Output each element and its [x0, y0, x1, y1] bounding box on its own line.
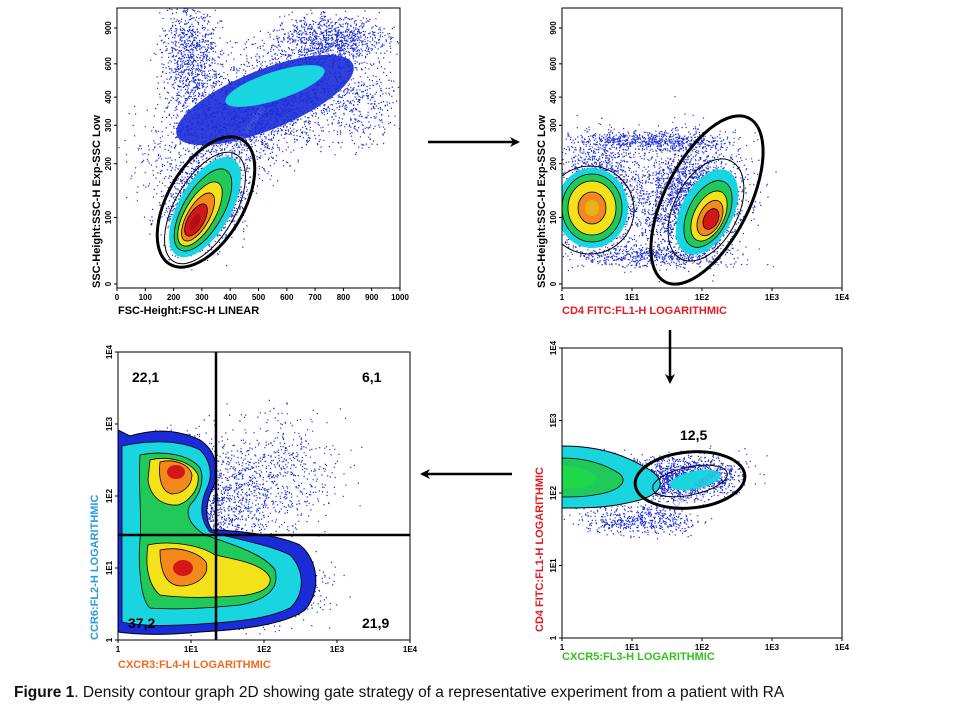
gate-lymphocytes — [155, 135, 257, 269]
y-tick-label: 100 — [549, 210, 558, 224]
x-tick-label: 1E4 — [835, 643, 850, 652]
y-tick-label: 1 — [549, 635, 558, 640]
scatter-dots-3 — [562, 445, 768, 540]
y-tick-label: 900 — [104, 21, 113, 35]
quadrant-lower-right-value: 21,9 — [362, 615, 389, 631]
y-tick-label: 100 — [104, 210, 113, 224]
y-tick-label: 900 — [549, 21, 558, 35]
x-tick-label: 1E1 — [625, 643, 640, 652]
x-ticks-3: 1 1E1 1E2 1E3 1E4 — [560, 638, 850, 652]
x-tick-label: 100 — [139, 293, 153, 302]
x-tick-label: 700 — [308, 293, 322, 302]
y-axis-label-2: SSC-Height:SSC-H Exp-SSC Low — [536, 115, 548, 288]
panel-cd4-ssc: Demo Version 1 1E1 1E2 1E3 1E4 0 100 200 300 400… — [536, 7, 850, 317]
x-tick-label: 1 — [560, 293, 565, 302]
x-tick-label: 1E2 — [257, 645, 272, 654]
panel-cxcr5-cd4: Demo Version 12,5 1 1E1 1E2 1E3 1E4 11E11E21… — [534, 340, 850, 663]
y-tick-label: 1E3 — [549, 413, 558, 428]
y-tick-label: 1E3 — [105, 416, 114, 431]
x-tick-label: 1E4 — [835, 293, 850, 302]
y-ticks-1: 0 100 200 300 400 600 900 — [104, 21, 117, 286]
y-tick-label: 1E2 — [105, 488, 114, 503]
density-plot-4 — [118, 399, 363, 638]
x-tick-label: 1E3 — [765, 293, 780, 302]
y-tick-label: 200 — [104, 156, 113, 170]
quadrant-lower-left-value: 37,2 — [128, 615, 155, 631]
panel-fsc-ssc: Demo Version 0 100 200 300 400 500 600 700 800 90… — [91, 7, 409, 317]
gate-percentage-cxcr5: 12,5 — [680, 427, 707, 443]
x-tick-label: 1000 — [391, 293, 409, 302]
y-ticks-3: 1 1E1 1E2 1E3 1E4 — [549, 340, 562, 640]
x-axis-label-4: CXCR3:FL4-H LOGARITHMIC — [118, 659, 271, 671]
figure-caption-label: Figure 1 — [14, 684, 75, 701]
density-contours-4 — [118, 429, 317, 635]
y-tick-label: 200 — [549, 156, 558, 170]
y-tick-label: 300 — [549, 118, 558, 132]
y-tick-label: 1E2 — [549, 485, 558, 500]
density-contours-1 — [164, 54, 354, 265]
gate-cxcr5-positive — [633, 450, 747, 510]
y-tick-label: 600 — [549, 57, 558, 71]
y-tick-label: 1E1 — [105, 560, 114, 575]
density-contours-2 — [562, 158, 745, 262]
y-axis-label-4: CCR6:FL2-H LOGARITHMIC — [89, 495, 101, 640]
figure-caption-text: . Density contour graph 2D showing gate … — [74, 684, 785, 701]
density-plot-3: Demo Version — [562, 445, 768, 540]
density-contours-3 — [562, 445, 728, 509]
x-tick-label: 400 — [224, 293, 238, 302]
y-tick-label: 300 — [104, 118, 113, 132]
y-tick-label: 0 — [549, 281, 558, 286]
x-axis-label-3: CXCR5:FL3-H LOGARITHMIC — [562, 651, 715, 663]
y-tick-label: 0 — [104, 281, 113, 286]
x-tick-label: 1E2 — [695, 293, 710, 302]
x-tick-label: 1E3 — [765, 643, 780, 652]
density-plot-2: Demo Version — [562, 96, 777, 283]
x-tick-label: 1E2 — [695, 643, 710, 652]
y-tick-label: 1E1 — [549, 558, 558, 573]
y-ticks-2: 0 100 200 300 400 600 900 — [549, 21, 562, 286]
y-tick-label: 1E4 — [549, 340, 558, 355]
y-axis-label-3: CD4 FITC:FL1-H LOGARITHMIC — [534, 467, 546, 632]
y-axis-label-1: SSC-Height:SSC-H Exp-SSC Low — [91, 115, 103, 288]
x-tick-label: 300 — [195, 293, 209, 302]
x-tick-label: 1 — [560, 643, 565, 652]
y-tick-label: 400 — [104, 90, 113, 104]
x-ticks-2: 1 1E1 1E2 1E3 1E4 — [560, 288, 850, 302]
x-tick-label: 1E4 — [403, 645, 418, 654]
y-tick-label: 1E4 — [105, 344, 114, 359]
x-ticks-4: 1 1E1 1E2 1E3 1E4 — [116, 640, 418, 654]
x-tick-label: 1E1 — [625, 293, 640, 302]
quadrant-upper-right-value: 6,1 — [362, 369, 382, 385]
x-tick-label: 500 — [252, 293, 266, 302]
panel-cxcr3-ccr6: 22,1 6,1 37,2 21,9 1 1E1 1E2 1E3 1E4 1 1E1 1E2… — [89, 344, 418, 671]
y-tick-label: 400 — [549, 90, 558, 104]
scatter-points — [562, 445, 768, 540]
x-tick-label: 200 — [167, 293, 181, 302]
y-tick-label: 1 — [105, 637, 114, 642]
gate-cd4-positive — [649, 114, 765, 286]
x-axis-label-2: CD4 FITC:FL1-H LOGARITHMIC — [562, 305, 727, 317]
x-tick-label: 800 — [337, 293, 351, 302]
figure-caption: Figure 1. Density contour graph 2D showi… — [14, 684, 954, 702]
x-tick-label: 600 — [280, 293, 294, 302]
x-tick-label: 1E3 — [330, 645, 345, 654]
x-tick-label: 1E1 — [184, 645, 199, 654]
x-ticks-1: 0 100 200 300 400 500 600 700 800 900 1000 — [115, 288, 409, 302]
quadrant-upper-left-value: 22,1 — [132, 369, 159, 385]
y-tick-label: 600 — [104, 57, 113, 71]
x-tick-label: 0 — [115, 293, 120, 302]
x-axis-label-1: FSC-Height:FSC-H LINEAR — [118, 305, 259, 317]
y-ticks-4: 1 1E1 1E2 1E3 1E4 — [105, 344, 118, 642]
x-tick-label: 1 — [116, 645, 121, 654]
x-tick-label: 900 — [365, 293, 379, 302]
